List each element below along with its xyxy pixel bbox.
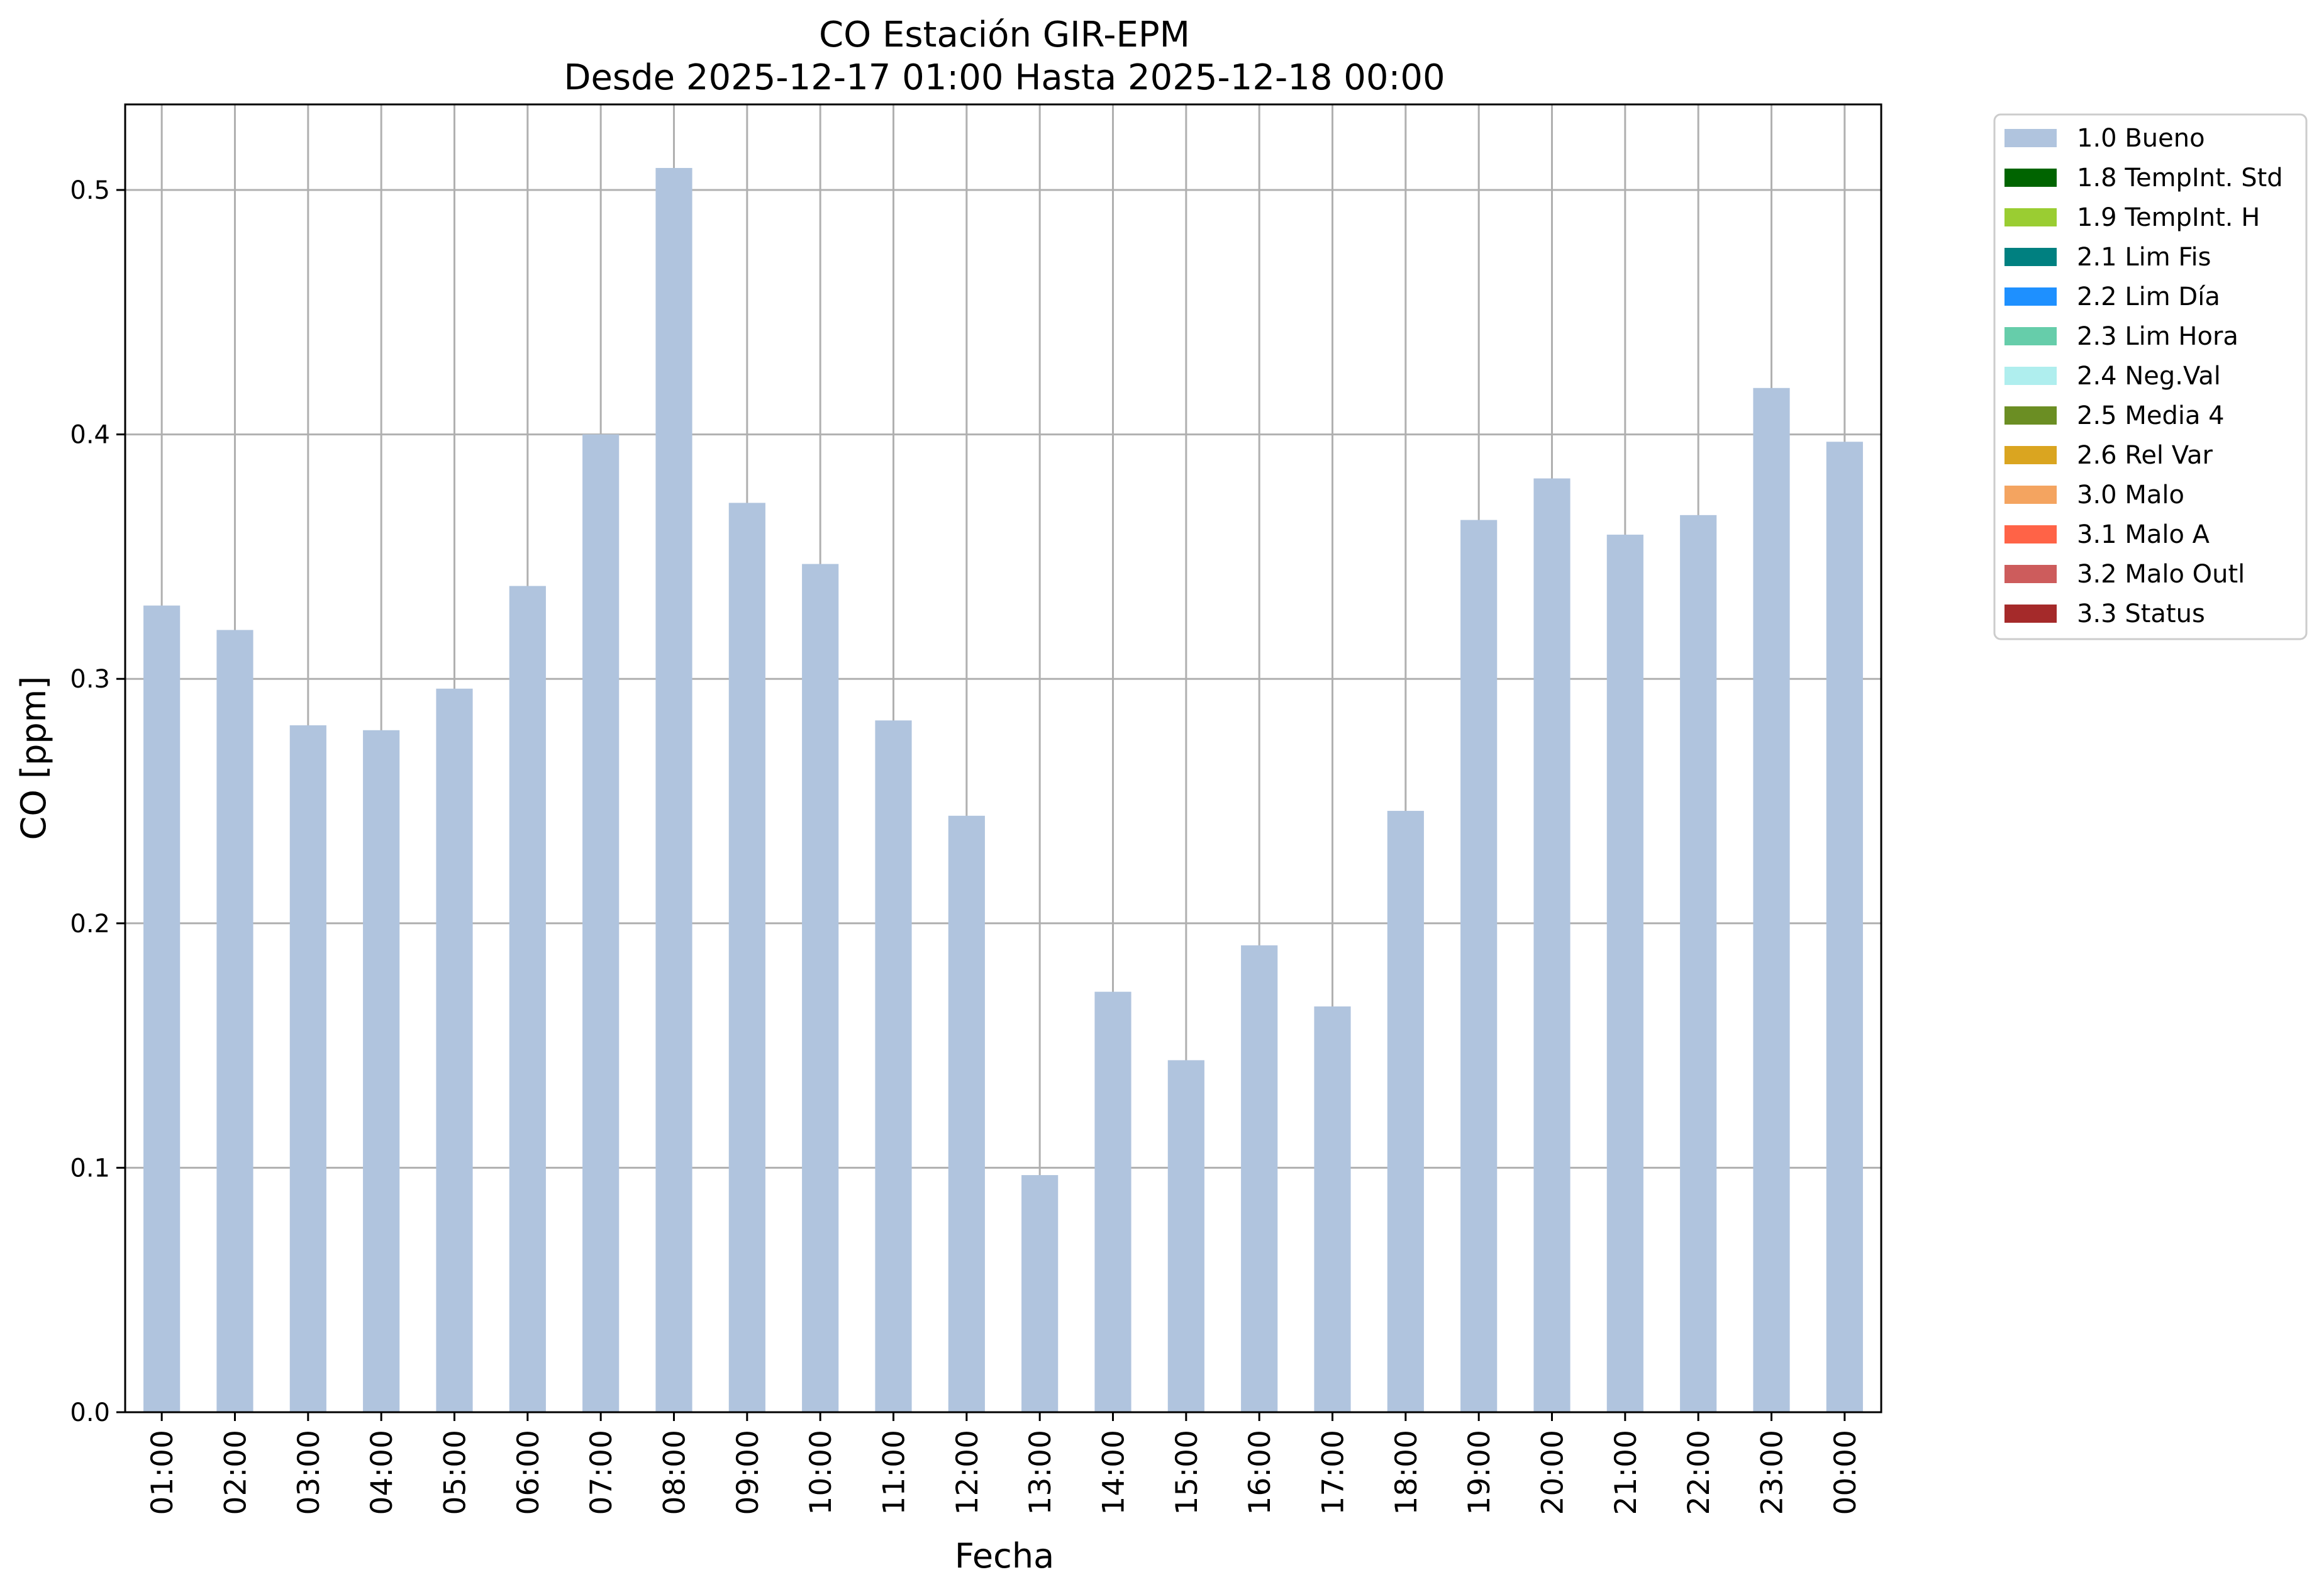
y-axis-label: CO [ppm] [14,676,53,840]
y-tick-label: 0.2 [70,910,110,939]
y-axis-ticks: 0.0 0.1 0.2 0.3 0.4 0.5 [70,176,125,1427]
legend-swatch [2004,287,2057,306]
x-tick-label: 05:00 [438,1430,473,1515]
x-tick-label: 17:00 [1316,1430,1351,1515]
y-tick-label: 0.1 [70,1154,110,1183]
legend-swatch [2004,525,2057,543]
legend-label: 1.0 Bueno [2077,124,2205,153]
legend-label: 1.8 TempInt. Std [2077,164,2283,192]
legend-label: 3.2 Malo Outl [2077,560,2245,589]
x-tick-label: 01:00 [145,1430,180,1515]
x-axis-ticks: 01:00 02:00 03:00 04:00 05:00 06:00 07:00 08:00… [145,1412,1863,1515]
x-tick-label: 03:00 [292,1430,326,1515]
x-tick-label: 15:00 [1170,1430,1204,1515]
bar [216,630,253,1412]
plot-frame [124,103,1882,1413]
x-tick-label: 22:00 [1682,1430,1716,1515]
bars [143,168,1863,1413]
bar [143,605,181,1412]
legend-label: 2.3 Lim Hora [2077,322,2238,351]
legend-swatch [2004,129,2057,147]
legend-swatch [2004,367,2057,385]
legend-swatch [2004,565,2057,583]
legend-swatch [2004,327,2057,345]
x-axis-label: Fecha [955,1536,1054,1576]
legend-label: 2.5 Media 4 [2077,401,2225,430]
legend-swatch [2004,169,2057,187]
legend-label: 2.4 Neg.Val [2077,362,2221,391]
legend-swatch [2004,446,2057,464]
x-tick-label: 13:00 [1023,1430,1058,1515]
legend-label: 2.1 Lim Fis [2077,243,2211,272]
bar [948,815,985,1412]
x-tick-label: 11:00 [877,1430,912,1515]
x-tick-label: 23:00 [1755,1430,1790,1515]
bar [1460,520,1498,1412]
x-tick-label: 02:00 [219,1430,253,1515]
y-tick-label: 0.5 [70,176,110,205]
x-tick-label: 21:00 [1609,1430,1643,1515]
bar [1241,945,1278,1412]
x-tick-label: 20:00 [1536,1430,1571,1515]
legend-swatch [2004,486,2057,504]
y-tick-label: 0.3 [70,665,110,694]
x-tick-label: 04:00 [365,1430,399,1515]
legend: 1.0 Bueno 1.8 TempInt. Std 1.9 TempInt. H 2… [1993,113,2308,640]
y-tick-label: 0.0 [70,1398,110,1427]
legend-frame [1993,113,2308,640]
legend-swatch [2004,605,2057,623]
x-tick-label: 06:00 [511,1430,546,1515]
legend-swatch [2004,208,2057,226]
legend-label: 3.1 Malo A [2077,520,2210,549]
legend-label: 2.6 Rel Var [2077,441,2213,470]
y-tick-label: 0.4 [70,421,110,450]
x-tick-label: 19:00 [1462,1430,1497,1515]
bar [875,720,912,1412]
bar [1021,1175,1059,1412]
bar [1606,534,1643,1412]
bar [363,730,400,1412]
legend-label: 2.2 Lim Día [2077,282,2220,311]
x-tick-label: 12:00 [950,1430,985,1515]
bar [1680,515,1717,1412]
chart-title: CO Estación GIR-EPM [819,14,1190,55]
bar [582,434,620,1413]
chart-subtitle: Desde 2025-12-17 01:00 Hasta 2025-12-18 … [564,57,1445,98]
bar [1826,442,1863,1413]
bar [289,725,326,1412]
bar [655,168,692,1412]
legend-label: 3.0 Malo [2077,481,2184,510]
bar [509,586,546,1412]
bar [728,503,765,1412]
bar [436,688,473,1412]
bar [1094,991,1131,1412]
x-tick-label: 09:00 [731,1430,765,1515]
bar [1314,1006,1351,1412]
x-tick-label: 07:00 [584,1430,619,1515]
bar [1387,811,1424,1412]
legend-label: 1.9 TempInt. H [2077,203,2260,232]
bar [1167,1060,1204,1412]
legend-swatch [2004,248,2057,266]
x-tick-label: 18:00 [1389,1430,1424,1515]
bar [1753,387,1790,1412]
bar [802,564,839,1413]
legend-label: 3.3 Status [2077,599,2205,628]
x-tick-label: 14:00 [1097,1430,1131,1515]
x-tick-label: 16:00 [1243,1430,1277,1515]
x-tick-label: 10:00 [804,1430,838,1515]
x-tick-label: 08:00 [658,1430,692,1515]
bar [1533,478,1571,1412]
legend-swatch [2004,406,2057,425]
x-tick-label: 00:00 [1828,1430,1863,1515]
